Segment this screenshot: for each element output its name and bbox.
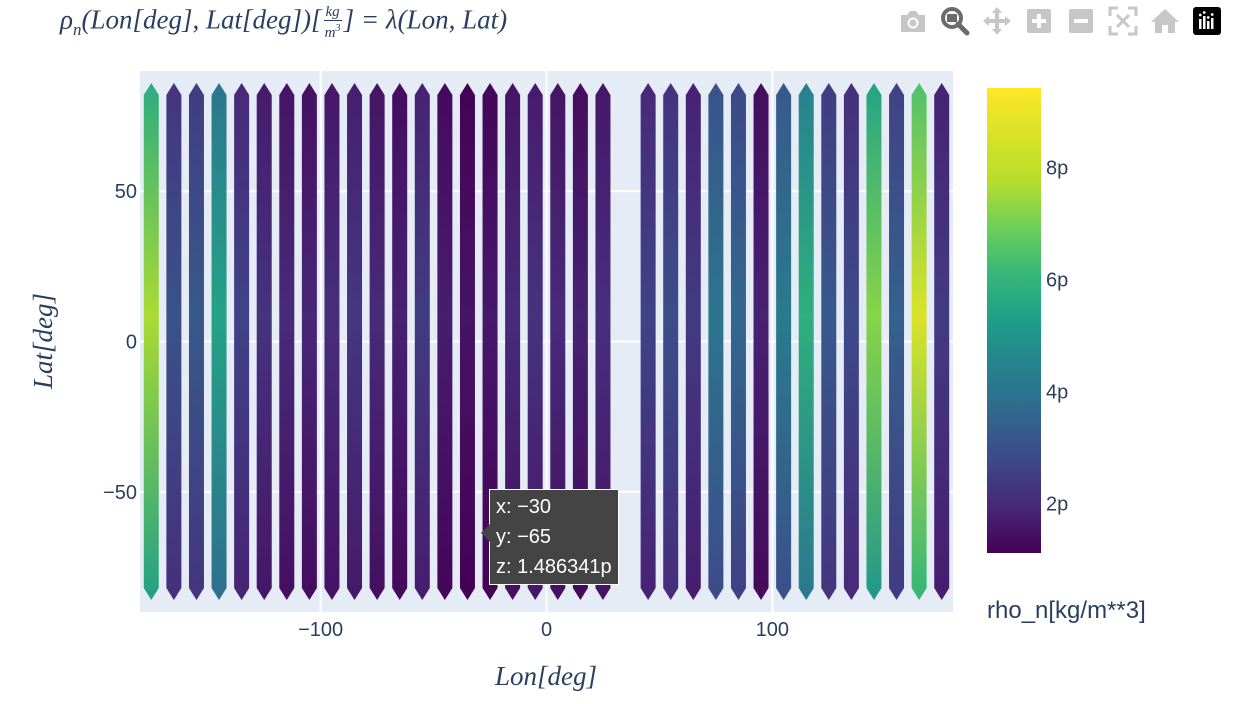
colorbar-tick-label: 2p — [1046, 494, 1068, 516]
contour-band[interactable] — [685, 83, 701, 600]
y-axis-ticks: −50 0 50 — [103, 181, 137, 504]
camera-icon[interactable] — [895, 4, 931, 38]
x-tick-label: −100 — [298, 619, 343, 641]
contour-band[interactable] — [505, 83, 521, 600]
contour-band[interactable] — [414, 83, 430, 600]
contour-band[interactable] — [640, 83, 656, 600]
y-tick-label: −50 — [103, 482, 137, 504]
contour-band[interactable] — [708, 83, 724, 600]
title-frac-numerator: kg — [323, 4, 342, 21]
title-rhs: ] = λ(Lon, Lat) — [343, 4, 508, 35]
tooltip-z: z: 1.486341p — [496, 556, 612, 578]
y-axis-title: Lat[deg] — [28, 293, 58, 390]
zoom-out-icon[interactable] — [1063, 4, 1099, 38]
contour-band[interactable] — [595, 83, 611, 600]
contour-band[interactable] — [821, 83, 837, 600]
title-frac-denominator: m3 — [324, 21, 342, 41]
contour-band[interactable] — [776, 83, 792, 600]
contour-band[interactable] — [550, 83, 566, 600]
zoom-icon[interactable] — [937, 4, 973, 38]
contour-band[interactable] — [753, 83, 769, 600]
plotly-logo-icon[interactable] — [1189, 4, 1225, 38]
contour-band[interactable] — [459, 83, 475, 600]
contour-band[interactable] — [843, 83, 859, 600]
x-axis-title: Lon[deg] — [494, 661, 597, 691]
title-rho: ρ — [60, 4, 73, 35]
title-args: (Lon[deg], Lat[deg])[ — [81, 4, 322, 35]
contour-band[interactable] — [572, 83, 588, 600]
colorbar-title: rho_n[kg/m**3] — [987, 597, 1146, 624]
y-tick-label: 0 — [126, 332, 137, 354]
contour-band[interactable] — [188, 83, 204, 600]
colorbar-tick-label: 8p — [1046, 157, 1068, 179]
contour-band[interactable] — [798, 83, 814, 600]
contour-band[interactable] — [527, 83, 543, 600]
contour-band[interactable] — [437, 83, 453, 600]
contour-band[interactable] — [301, 83, 317, 600]
contour-band[interactable] — [730, 83, 746, 600]
zoom-in-icon[interactable] — [1021, 4, 1057, 38]
contour-band[interactable] — [369, 83, 385, 600]
contour-band[interactable] — [889, 83, 905, 600]
y-tick-label: 50 — [115, 181, 137, 203]
contour-band[interactable] — [211, 83, 227, 600]
title-frac-den-exp: 3 — [335, 23, 341, 34]
colorbar-ticks: 2p 4p 6p 8p — [1046, 157, 1068, 515]
contour-band[interactable] — [234, 83, 250, 600]
colorbar — [987, 88, 1041, 553]
title-subscript: n — [72, 20, 82, 40]
chart-title: ρn(Lon[deg], Lat[deg])[kg m3] = λ(Lon, La… — [60, 4, 507, 41]
hover-tooltip: x: −30 y: −65 z: 1.486341p — [481, 489, 619, 585]
contour-fill[interactable] — [143, 83, 950, 600]
title-frac-den-base: m — [324, 25, 336, 41]
contour-band[interactable] — [482, 83, 498, 600]
x-axis-ticks: −100 0 100 — [298, 619, 789, 641]
contour-band[interactable] — [324, 83, 340, 600]
colorbar-tick-label: 6p — [1046, 269, 1068, 291]
x-tick-label: 0 — [541, 619, 552, 641]
title-fraction: kg m3 — [323, 4, 342, 41]
gridlines — [140, 71, 953, 612]
contour-band[interactable] — [663, 83, 679, 600]
contour-band[interactable] — [866, 83, 882, 600]
modebar — [895, 4, 1225, 38]
pan-icon[interactable] — [979, 4, 1015, 38]
contour-band[interactable] — [166, 83, 182, 600]
tooltip-y: y: −65 — [496, 526, 552, 548]
contour-band[interactable] — [143, 83, 159, 600]
contour-band[interactable] — [279, 83, 295, 600]
contour-band[interactable] — [347, 83, 363, 600]
contour-band[interactable] — [934, 83, 950, 600]
contour-band[interactable] — [911, 83, 927, 600]
tooltip-x: x: −30 — [496, 496, 552, 518]
reset-axes-icon[interactable] — [1147, 4, 1183, 38]
colorbar-tick-label: 4p — [1046, 382, 1068, 404]
autoscale-icon[interactable] — [1105, 4, 1141, 38]
contour-band[interactable] — [392, 83, 408, 600]
x-tick-label: 100 — [756, 619, 789, 641]
contour-band[interactable] — [256, 83, 272, 600]
